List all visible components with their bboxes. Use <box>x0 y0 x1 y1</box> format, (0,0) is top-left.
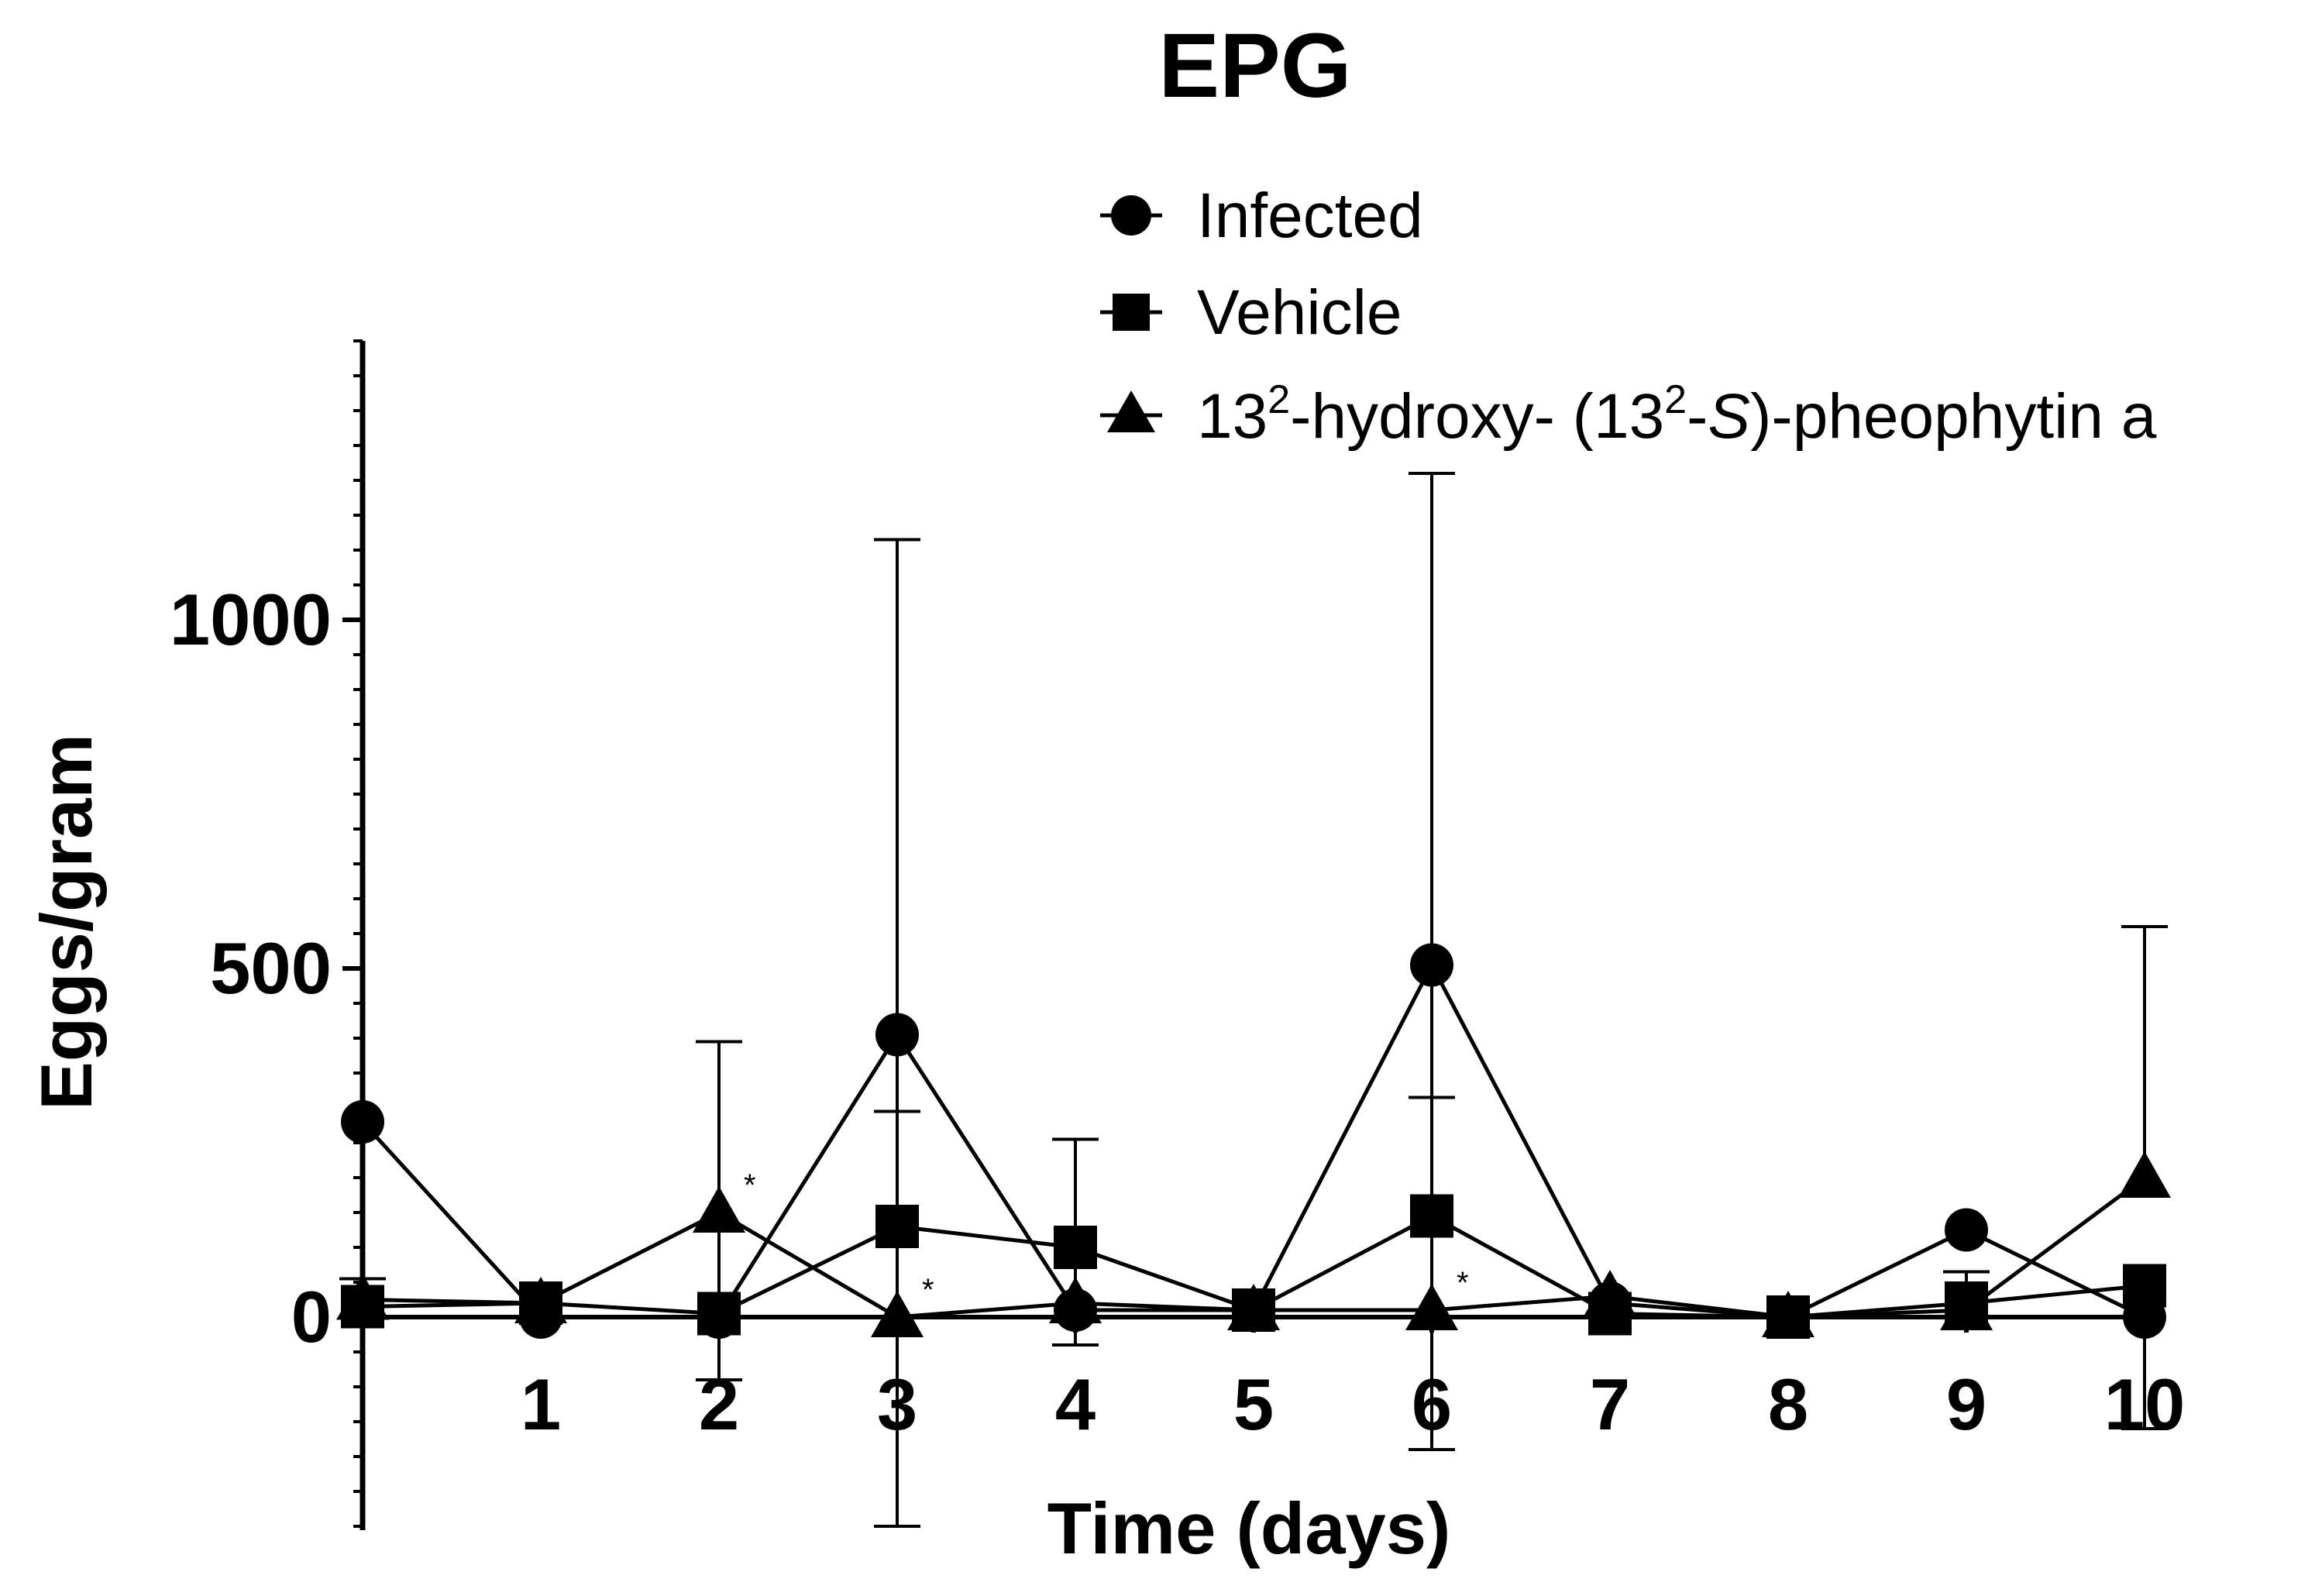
data-point-triangle <box>871 1291 924 1337</box>
y-axis-label: Eggs/gram <box>26 734 107 1110</box>
legend-label-part: )-pheophytin a <box>1750 381 2157 452</box>
legend-label-infected: Infected <box>1197 181 1423 251</box>
significance-star: * <box>1457 1266 1469 1300</box>
x-tick-label: 4 <box>1055 1364 1096 1445</box>
data-point-triangle <box>1584 1270 1636 1316</box>
x-tick-label: 1 <box>521 1364 561 1445</box>
legend-label-part: - <box>1687 381 1708 452</box>
x-tick-label: 8 <box>1768 1364 1808 1445</box>
x-tick-label: 9 <box>1946 1364 1986 1445</box>
data-point-square <box>2123 1264 2166 1308</box>
y-tick-label: 1000 <box>170 579 332 660</box>
data-point-triangle <box>1049 1277 1102 1323</box>
legend-item-vehicle: Vehicle <box>1100 277 1402 348</box>
legend-label-italic: S <box>1708 381 1750 452</box>
x-axis-label: Time (days) <box>1047 1488 1451 1569</box>
legend-square-marker <box>1113 294 1150 331</box>
data-point-circle <box>1410 943 1453 987</box>
series-line <box>361 961 2146 1319</box>
data-point-square <box>1054 1226 1097 1269</box>
data-point-triangle <box>693 1186 745 1233</box>
x-tick-label: 7 <box>1590 1364 1630 1445</box>
x-tick-label: 5 <box>1233 1364 1274 1445</box>
annotations: * * * <box>744 1168 1469 1307</box>
data-point-triangle <box>1762 1291 1815 1337</box>
legend-circle-marker <box>1111 195 1151 236</box>
data-point-triangle <box>1227 1284 1280 1330</box>
data-point-square <box>1410 1194 1453 1238</box>
significance-star: * <box>922 1273 934 1307</box>
y-tick-label: 500 <box>210 927 332 1009</box>
series-markers <box>336 943 2171 1339</box>
data-point-square <box>697 1292 741 1336</box>
data-point-triangle <box>2118 1151 2171 1198</box>
y-tick-label: 0 <box>291 1276 332 1357</box>
data-point-triangle <box>1405 1284 1458 1330</box>
legend-item-infected: Infected <box>1100 181 1423 251</box>
data-point-triangle <box>1940 1284 1993 1330</box>
legend-label-pheophytin: 132-hydroxy- (132-S)-pheophytin a <box>1197 377 2157 452</box>
data-point-circle <box>341 1100 384 1144</box>
legend-item-pheophytin: 132-hydroxy- (132-S)-pheophytin a <box>1100 377 2157 452</box>
legend-label-superscript: 2 <box>1268 377 1290 422</box>
data-point-square <box>875 1205 919 1248</box>
significance-star: * <box>744 1168 756 1202</box>
chart-title: EPG <box>1158 15 1351 117</box>
legend-label-superscript: 2 <box>1664 377 1687 422</box>
data-point-triangle <box>336 1273 389 1320</box>
legend-label-part: 13 <box>1197 381 1268 452</box>
legend: Infected Vehicle 132-hydroxy- (132-S)-ph… <box>1100 181 2157 452</box>
data-point-circle <box>875 1013 919 1057</box>
series-lines <box>361 961 2146 1319</box>
legend-triangle-marker <box>1107 390 1155 432</box>
legend-label-vehicle: Vehicle <box>1197 277 1402 348</box>
data-point-triangle <box>514 1277 567 1323</box>
data-point-circle <box>1945 1208 1988 1252</box>
legend-label-part: -hydroxy- (13 <box>1290 381 1664 452</box>
